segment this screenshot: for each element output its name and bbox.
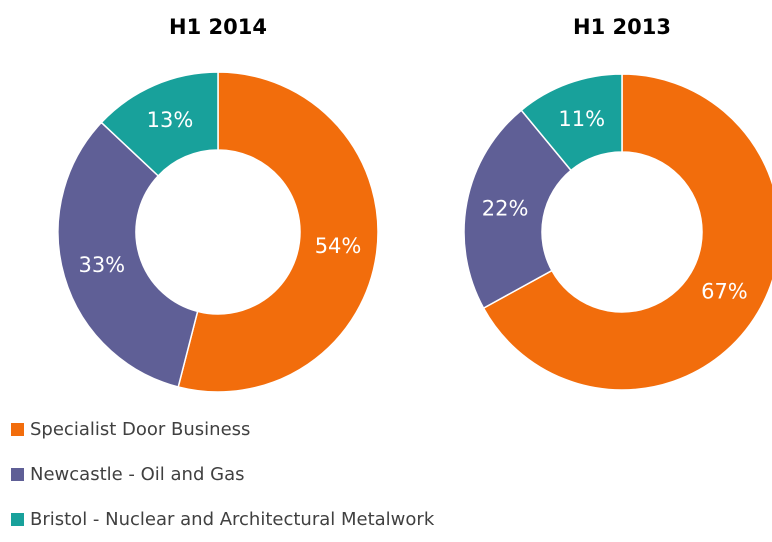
value-label: 11%	[558, 107, 605, 131]
value-label: 33%	[78, 253, 125, 277]
legend-swatch	[11, 423, 24, 436]
chart-title: H1 2013	[573, 15, 671, 39]
legend-label: Specialist Door Business	[30, 419, 250, 440]
donut-segment	[463, 109, 573, 310]
legend-label: Bristol - Nuclear and Architectural Meta…	[30, 509, 435, 530]
value-label: 22%	[482, 197, 529, 221]
donut-segment	[482, 73, 772, 391]
donut-segment	[177, 71, 379, 393]
donut-segment	[100, 71, 219, 177]
donut-segment	[57, 121, 199, 388]
legend-swatch	[11, 513, 24, 526]
legend-label: Newcastle - Oil and Gas	[30, 464, 244, 485]
legend-swatch	[11, 468, 24, 481]
donut-segment	[520, 73, 623, 172]
value-label: 13%	[147, 108, 194, 132]
value-label: 67%	[701, 280, 748, 304]
chart-title: H1 2014	[169, 15, 267, 39]
value-label: 54%	[315, 234, 362, 258]
